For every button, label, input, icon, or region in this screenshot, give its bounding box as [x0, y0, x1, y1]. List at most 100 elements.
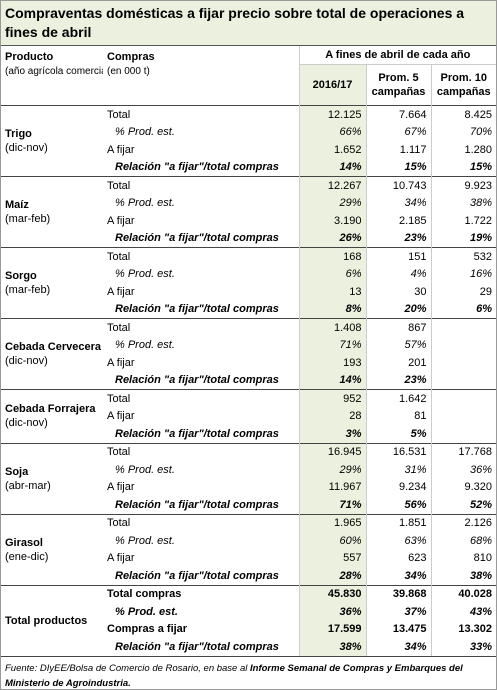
cell: 867: [365, 318, 431, 337]
cell: 29: [430, 283, 496, 301]
cell: 1.965: [298, 513, 366, 532]
product-name: Cebada Cervecera: [5, 341, 102, 353]
cell: 15%: [365, 158, 431, 177]
group-header: A fines de abril de cada año: [298, 46, 496, 65]
row: % Prod. est. 66% 67% 70%: [1, 123, 496, 141]
row: Cebada Forrajera (dic-nov) Total 952 1.642: [1, 389, 496, 443]
cell: 63%: [365, 532, 431, 550]
cell: 23%: [365, 229, 431, 248]
cell: 1.652: [298, 141, 366, 159]
row-label: % Prod. est.: [115, 605, 178, 618]
product-name: Cebada Forrajera: [5, 403, 96, 416]
header-note: (en 000 t): [107, 66, 150, 77]
row-label: A fijar: [107, 410, 135, 423]
purchases-header: Compras (en 000 t): [103, 46, 299, 106]
cell: 38%: [430, 194, 496, 212]
row: Relación "a fijar"/total compras 3% 5%: [1, 425, 496, 443]
row-label: Total: [103, 389, 299, 408]
product: Girasol (ene-dic): [1, 513, 103, 585]
product-name: Sorgo: [5, 270, 37, 282]
cell: 13.302: [430, 620, 496, 638]
row: A fijar 193 201: [1, 354, 496, 372]
cell: [430, 336, 496, 354]
row-label: % Prod. est.: [115, 126, 175, 139]
cell: 66%: [298, 123, 366, 141]
title: Compraventas domésticas a fijar precio s…: [1, 1, 496, 46]
row-label: % Prod. est.: [115, 339, 175, 352]
cell: 11.967: [298, 478, 366, 496]
cell: 952: [298, 389, 366, 408]
row: Girasol (ene-dic) Total 1.965 1.851 2.126: [1, 513, 496, 585]
cell: 13.475: [365, 620, 431, 638]
row-label: Relación "a fijar"/total compras: [115, 161, 279, 174]
cell: 810: [430, 549, 496, 567]
product-name: Trigo: [5, 128, 32, 140]
cell: 39.868: [365, 584, 431, 603]
header-text: Producto: [5, 51, 54, 63]
cell: 30: [365, 283, 431, 301]
cell: 56%: [365, 496, 431, 514]
row-label: A fijar: [107, 552, 135, 565]
row: A fijar 1.652 1.117 1.280: [1, 141, 496, 159]
product-period: (dic-nov): [5, 355, 48, 367]
source-bold: Informe Semanal de Compras y Embarques d…: [5, 662, 463, 689]
cell: 45.830: [298, 584, 366, 603]
row-label: Relación "a fijar"/total compras: [115, 232, 279, 245]
row-label: Relación "a fijar"/total compras: [115, 374, 279, 387]
cell: 81: [365, 407, 431, 425]
row: Cebada Cervecera (dic-nov) Total 1.408 867: [1, 318, 496, 390]
cell: 71%: [298, 336, 366, 354]
cell: 19%: [430, 229, 496, 248]
cell: 52%: [430, 496, 496, 514]
cell: 34%: [365, 638, 431, 656]
source-text: Fuente: DIyEE/Bolsa de Comercio de Rosar…: [5, 662, 251, 674]
cell: [430, 389, 496, 408]
cell: 23%: [365, 371, 431, 390]
cell: 4%: [365, 265, 431, 283]
row: % Prod. est. 36% 37% 43%: [1, 603, 496, 621]
cell: 16%: [430, 265, 496, 283]
cell: 13: [298, 283, 366, 301]
cell: 14%: [298, 371, 366, 390]
row-label: % Prod. est.: [115, 197, 175, 210]
cell: 12.125: [298, 105, 366, 124]
cell: [430, 371, 496, 390]
row-label: Relación "a fijar"/total compras: [115, 303, 279, 316]
cell: 168: [298, 247, 366, 266]
cell: 60%: [298, 532, 366, 550]
cell: 3.190: [298, 212, 366, 230]
cell: 40.028: [430, 584, 496, 603]
cell: 1.851: [365, 513, 431, 532]
product-name: Total productos: [5, 614, 88, 627]
cell: 151: [365, 247, 431, 266]
cell: 17.768: [430, 442, 496, 461]
cell: 36%: [430, 461, 496, 479]
row: Relación "a fijar"/total compras 26% 23% 19…: [1, 229, 496, 248]
product: Sorgo (mar-feb): [1, 247, 103, 319]
cell: 29%: [298, 194, 366, 212]
cell: 34%: [365, 194, 431, 212]
row-label: Total: [103, 442, 299, 461]
product-period: (abr-mar): [5, 479, 51, 492]
row-label: Compras a fijar: [107, 623, 188, 636]
cell: 38%: [298, 638, 366, 656]
cell: 1.117: [365, 141, 431, 159]
row: Relación "a fijar"/total compras 71% 56% 52…: [1, 496, 496, 514]
cell: 8%: [298, 300, 366, 319]
row: % Prod. est. 71% 57%: [1, 336, 496, 354]
row-label: % Prod. est.: [115, 268, 175, 281]
product: Trigo (dic-nov): [1, 105, 103, 177]
cell: 16.945: [298, 442, 366, 461]
cell: 6%: [298, 265, 366, 283]
row: Relación "a fijar"/total compras 38% 34% 33…: [1, 638, 496, 656]
product: Maíz (mar-feb): [1, 176, 103, 248]
product-period: (mar-feb): [5, 213, 51, 225]
cell: 38%: [430, 567, 496, 585]
product-period: (dic-nov): [5, 142, 48, 154]
row-label: Relación "a fijar"/total compras: [115, 498, 279, 511]
cell: 557: [298, 549, 366, 567]
product-name: Girasol: [5, 536, 43, 549]
row: Relación "a fijar"/total compras 14% 23%: [1, 371, 496, 390]
cell: 67%: [365, 123, 431, 141]
